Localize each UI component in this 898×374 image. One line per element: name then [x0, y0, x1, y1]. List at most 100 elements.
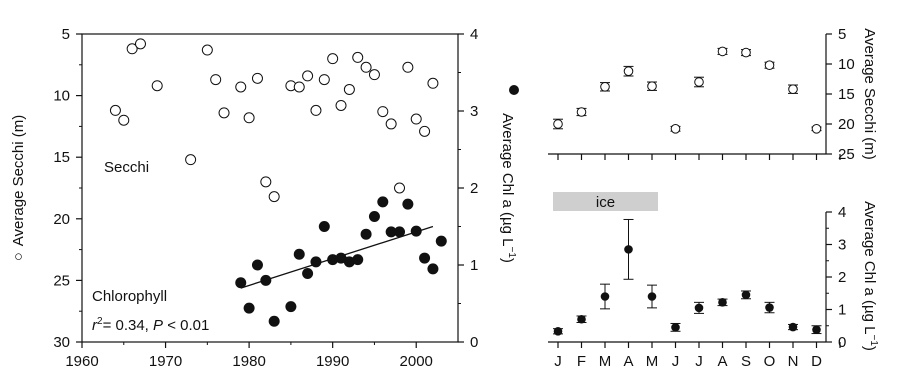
monthly-chl-point: [788, 322, 798, 332]
secchi-point: [335, 99, 347, 111]
monthly-secchi-y-tick-label: 5: [838, 26, 846, 43]
chlorophyll-label: Chlorophyll: [92, 288, 167, 305]
time-series-x-ticks: 1960 1970 1980 1990 2000: [65, 342, 433, 370]
monthly-chl-point: [553, 326, 563, 336]
monthly-chl-axis-label: Average Chl a (µg L−1): [861, 201, 879, 351]
monthly-chl-point: [577, 314, 586, 324]
chlorophyll-point: [318, 221, 330, 232]
chlorophyll-point: [285, 301, 297, 313]
monthly-chl-y-tick-label: 0: [838, 334, 846, 351]
monthly-secchi-point: [647, 81, 657, 91]
chlorophyll-point: [352, 254, 364, 266]
monthly-chl-point: [741, 290, 751, 300]
right-y-tick-label: 3: [470, 103, 478, 120]
secchi-point: [134, 38, 146, 50]
time-series-panel: 1960 1970 1980 1990 2000 5 10 15 20 25 30 0 1 2 3 4 S…: [10, 26, 519, 370]
monthly-chl-point: [765, 303, 774, 312]
x-tick-label: 1990: [316, 353, 349, 370]
secchi-point: [385, 118, 397, 130]
monthly-chl-point: [718, 298, 727, 307]
secchi-point: [343, 83, 355, 95]
right-y-tick-label: 2: [470, 180, 478, 197]
chlorophyll-point: [268, 315, 280, 327]
secchi-point: [419, 125, 431, 137]
monthly-chl-point: [647, 292, 657, 301]
chlorophyll-point: [402, 198, 414, 210]
chlorophyll-point: [343, 256, 355, 268]
right-y-tick-label: 4: [470, 26, 478, 43]
secchi-point: [268, 191, 280, 203]
chlorophyll-point: [377, 196, 389, 208]
secchi-label: Secchi: [104, 159, 149, 176]
chlorophyll-point: [419, 252, 431, 264]
monthly-chl-y-tick-label: 1: [838, 302, 846, 319]
secchi-point: [310, 104, 322, 116]
secchi-point: [368, 69, 380, 81]
monthly-secchi-y-ticks: 5 10 15 20 25: [826, 26, 855, 163]
chlorophyll-point: [251, 259, 263, 271]
monthly-secchi-y-tick-label: 25: [838, 146, 855, 163]
monthly-secchi-x-ticks: [557, 154, 841, 160]
chlorophyll-point: [410, 225, 422, 237]
month-tick-label: J: [554, 353, 562, 370]
left-y-tick-label: 20: [53, 211, 70, 228]
secchi-point: [185, 154, 197, 166]
monthly-secchi-point: [811, 124, 822, 134]
month-tick-label: F: [577, 353, 586, 370]
time-series-left-y-ticks: 5 10 15 20 25 30: [53, 26, 82, 351]
chlorophyll-point: [427, 263, 439, 275]
chlorophyll-points: [235, 196, 447, 327]
monthly-chl-point: [694, 303, 704, 313]
monthly-secchi-y-tick-label: 15: [838, 86, 855, 103]
month-tick-label: M: [646, 353, 659, 370]
monthly-secchi-point: [623, 66, 634, 76]
secchi-point: [327, 53, 339, 65]
secchi-point: [151, 80, 163, 92]
monthly-secchi-point: [576, 107, 587, 117]
monthly-chl-y-tick-label: 2: [838, 269, 846, 286]
secchi-point: [235, 81, 247, 93]
monthly-secchi-point: [788, 84, 798, 94]
monthly-secchi-point: [670, 124, 681, 134]
secchi-point: [360, 61, 372, 73]
left-y-tick-label: 30: [53, 334, 70, 351]
left-y-axis-label: ○Average Secchi (m): [10, 115, 27, 262]
chlorophyll-point: [385, 226, 397, 238]
monthly-chl-y-tick-label: 4: [838, 204, 846, 221]
secchi-point: [251, 72, 263, 84]
time-series-right-y-ticks: 0 1 2 3 4: [458, 26, 478, 351]
monthly-chl-point: [812, 325, 821, 334]
monthly-secchi-panel: 5 10 15 20 25: [548, 26, 855, 163]
regression-stats: r2= 0.34, P < 0.01: [92, 316, 209, 334]
chlorophyll-point: [310, 256, 322, 268]
secchi-point: [243, 112, 255, 124]
left-y-tick-label: 15: [53, 149, 70, 166]
monthly-secchi-point: [600, 82, 610, 92]
secchi-point: [201, 44, 213, 56]
left-y-tick-label: 5: [62, 26, 70, 43]
monthly-chl-point: [624, 245, 633, 254]
monthly-secchi-point: [741, 47, 751, 58]
monthly-chl-point: [671, 323, 680, 332]
month-tick-label: O: [764, 353, 776, 370]
monthly-secchi-point: [717, 46, 728, 57]
chlorophyll-point: [235, 277, 247, 289]
secchi-point: [293, 81, 305, 93]
monthly-secchi-y-tick-label: 10: [838, 56, 855, 73]
secchi-point: [126, 43, 138, 55]
ice-label: ice: [596, 194, 615, 211]
chlorophyll-point: [335, 252, 347, 264]
secchi-points: [109, 38, 439, 203]
month-tick-label: S: [741, 353, 751, 370]
x-tick-label: 1980: [232, 353, 265, 370]
secchi-point: [260, 176, 272, 188]
monthly-secchi-points: [553, 46, 822, 134]
secchi-point: [302, 70, 314, 82]
secchi-point: [352, 51, 364, 63]
monthly-secchi-point: [764, 60, 775, 70]
month-tick-label: A: [623, 353, 633, 370]
monthly-secchi-y-tick-label: 20: [838, 116, 855, 133]
